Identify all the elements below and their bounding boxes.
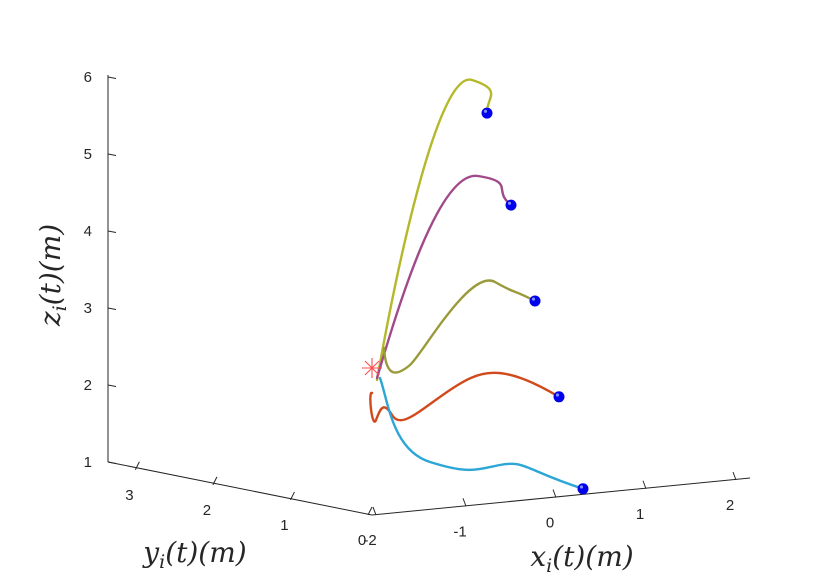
x-tick-label: 1	[636, 506, 644, 523]
z-tick-label: 6	[84, 69, 92, 86]
x-tick-mark	[552, 489, 557, 498]
x-tick-label: -2	[363, 532, 376, 549]
trajectory-line	[382, 279, 537, 374]
trajectory-line	[375, 174, 513, 380]
y-tick-label: 1	[280, 517, 288, 534]
z-tick-mark	[107, 384, 117, 387]
x-tick-mark	[372, 506, 377, 516]
y-axis-line	[107, 461, 373, 516]
start-marker	[529, 295, 541, 307]
x-tick-mark	[732, 471, 737, 481]
x-tick-mark	[462, 498, 467, 507]
start-marker	[577, 483, 589, 495]
z-tick-mark	[107, 153, 117, 156]
z-tick-mark	[107, 230, 117, 233]
start-marker	[553, 391, 565, 403]
series-layer	[369, 78, 585, 490]
start-marker-highlight	[531, 297, 536, 301]
trajectory-line	[375, 78, 493, 382]
z-tick-label: 4	[84, 223, 92, 240]
x-axis-label: xi(t)(m)	[530, 540, 633, 577]
z-tick-label: 3	[84, 300, 92, 317]
x-tick-label: 0	[546, 515, 554, 532]
x-ticks: -2 -1 0 1 2	[363, 471, 737, 549]
y-tick-mark	[367, 506, 373, 516]
y-tick-label: 3	[125, 487, 133, 504]
y-tick-mark	[134, 461, 140, 470]
x-tick-mark	[642, 480, 647, 489]
trajectory-line	[369, 371, 561, 423]
z-tick-label: 2	[84, 377, 92, 394]
z-ticks: 1 2 3 4 5 6	[84, 69, 117, 471]
start-marker-highlight	[555, 393, 560, 397]
x-tick-label: 2	[726, 497, 734, 514]
y-tick-mark	[212, 476, 218, 486]
z-tick-label: 1	[84, 454, 92, 471]
y-tick-label: 2	[203, 502, 211, 519]
markers-layer	[481, 107, 589, 495]
y-axis-label: yi(t)(m)	[141, 536, 246, 573]
start-marker-highlight	[579, 485, 584, 489]
x-tick-label: -1	[453, 523, 466, 540]
start-marker-highlight	[507, 201, 512, 205]
z-tick-label: 5	[84, 146, 92, 163]
z-axis-label: zi(t)(m)	[34, 224, 71, 327]
trajectory-line	[378, 376, 585, 490]
y-tick-label: 0	[358, 532, 366, 549]
target-star-marker	[362, 358, 382, 378]
z-tick-mark	[107, 76, 117, 79]
x-axis-line	[371, 477, 751, 516]
start-marker	[481, 107, 493, 119]
y-tick-mark	[290, 491, 295, 501]
z-tick-mark	[107, 307, 117, 310]
z-tick-mark	[107, 461, 117, 464]
start-marker	[505, 199, 517, 211]
y-ticks: 0 1 2 3	[125, 461, 373, 549]
target-layer	[362, 358, 382, 378]
start-marker-highlight	[483, 109, 488, 113]
